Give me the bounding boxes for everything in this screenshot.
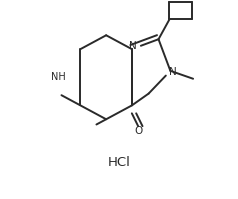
Text: N: N bbox=[129, 41, 136, 51]
Text: N: N bbox=[169, 67, 177, 77]
Text: O: O bbox=[134, 126, 142, 136]
Text: NH: NH bbox=[51, 72, 66, 82]
Text: HCl: HCl bbox=[108, 156, 130, 169]
